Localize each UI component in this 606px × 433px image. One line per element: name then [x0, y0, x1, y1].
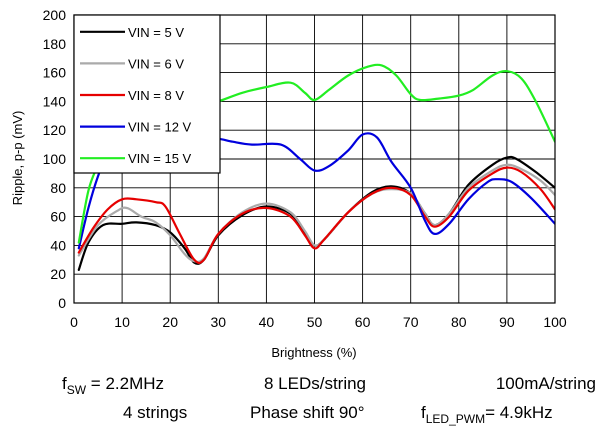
caption-fled-base: f [421, 403, 426, 422]
caption-fsw-sub: SW [67, 383, 87, 397]
x-tick-label: 100 [543, 314, 567, 330]
caption-fsw: fSW = 2.2MHz [62, 374, 164, 397]
x-tick-label: 70 [403, 314, 419, 330]
x-tick-label: 40 [259, 314, 275, 330]
caption-fled-value: = 4.9kHz [485, 403, 553, 422]
x-tick-labels: 0 10 20 30 40 50 60 70 80 90 100 [70, 314, 567, 330]
caption-phase: Phase shift 90° [250, 403, 365, 422]
series-line-vin-6-v [77, 163, 555, 263]
series-layer [77, 63, 555, 271]
legend-label: VIN = 12 V [128, 120, 192, 135]
legend-label: VIN = 6 V [128, 56, 184, 71]
x-tick-label: 10 [114, 314, 130, 330]
x-tick-label: 20 [162, 314, 178, 330]
x-axis-title: Brightness (%) [271, 345, 356, 360]
y-tick-label: 120 [43, 122, 67, 138]
x-tick-label: 50 [307, 314, 323, 330]
y-tick-label: 100 [43, 151, 67, 167]
y-tick-label: 140 [43, 93, 67, 109]
x-tick-label: 80 [451, 314, 467, 330]
y-tick-labels: 0 20 40 60 80 100 120 140 160 180 200 [43, 7, 67, 311]
caption-fsw-value: = 2.2MHz [86, 374, 164, 393]
caption-leds: 8 LEDs/string [264, 374, 366, 393]
y-tick-label: 160 [43, 65, 67, 81]
y-tick-label: 80 [50, 180, 66, 196]
x-tick-label: 0 [70, 314, 78, 330]
y-tick-label: 60 [50, 209, 66, 225]
caption-current: 100mA/string [496, 374, 596, 393]
y-tick-label: 180 [43, 36, 67, 52]
x-tick-label: 30 [211, 314, 227, 330]
y-tick-label: 200 [43, 7, 67, 23]
series-line-vin-8-v [77, 166, 555, 265]
x-tick-label: 60 [355, 314, 371, 330]
y-tick-label: 0 [58, 295, 66, 311]
caption-strings: 4 strings [123, 403, 187, 422]
caption-fled: fLED_PWM= 4.9kHz [421, 403, 553, 426]
x-tick-label: 90 [499, 314, 515, 330]
y-axis-title: Ripple, p-p (mV) [10, 111, 25, 206]
legend: VIN = 5 V VIN = 6 V VIN = 8 V VIN = 12 V VIN… [73, 14, 221, 174]
y-tick-label: 20 [50, 266, 66, 282]
legend-label: VIN = 15 V [128, 151, 192, 166]
caption-fled-sub: LED_PWM [426, 412, 485, 426]
caption-fsw-base: f [62, 374, 67, 393]
legend-label: VIN = 5 V [128, 25, 184, 40]
legend-label: VIN = 8 V [128, 88, 184, 103]
y-tick-label: 40 [50, 237, 66, 253]
